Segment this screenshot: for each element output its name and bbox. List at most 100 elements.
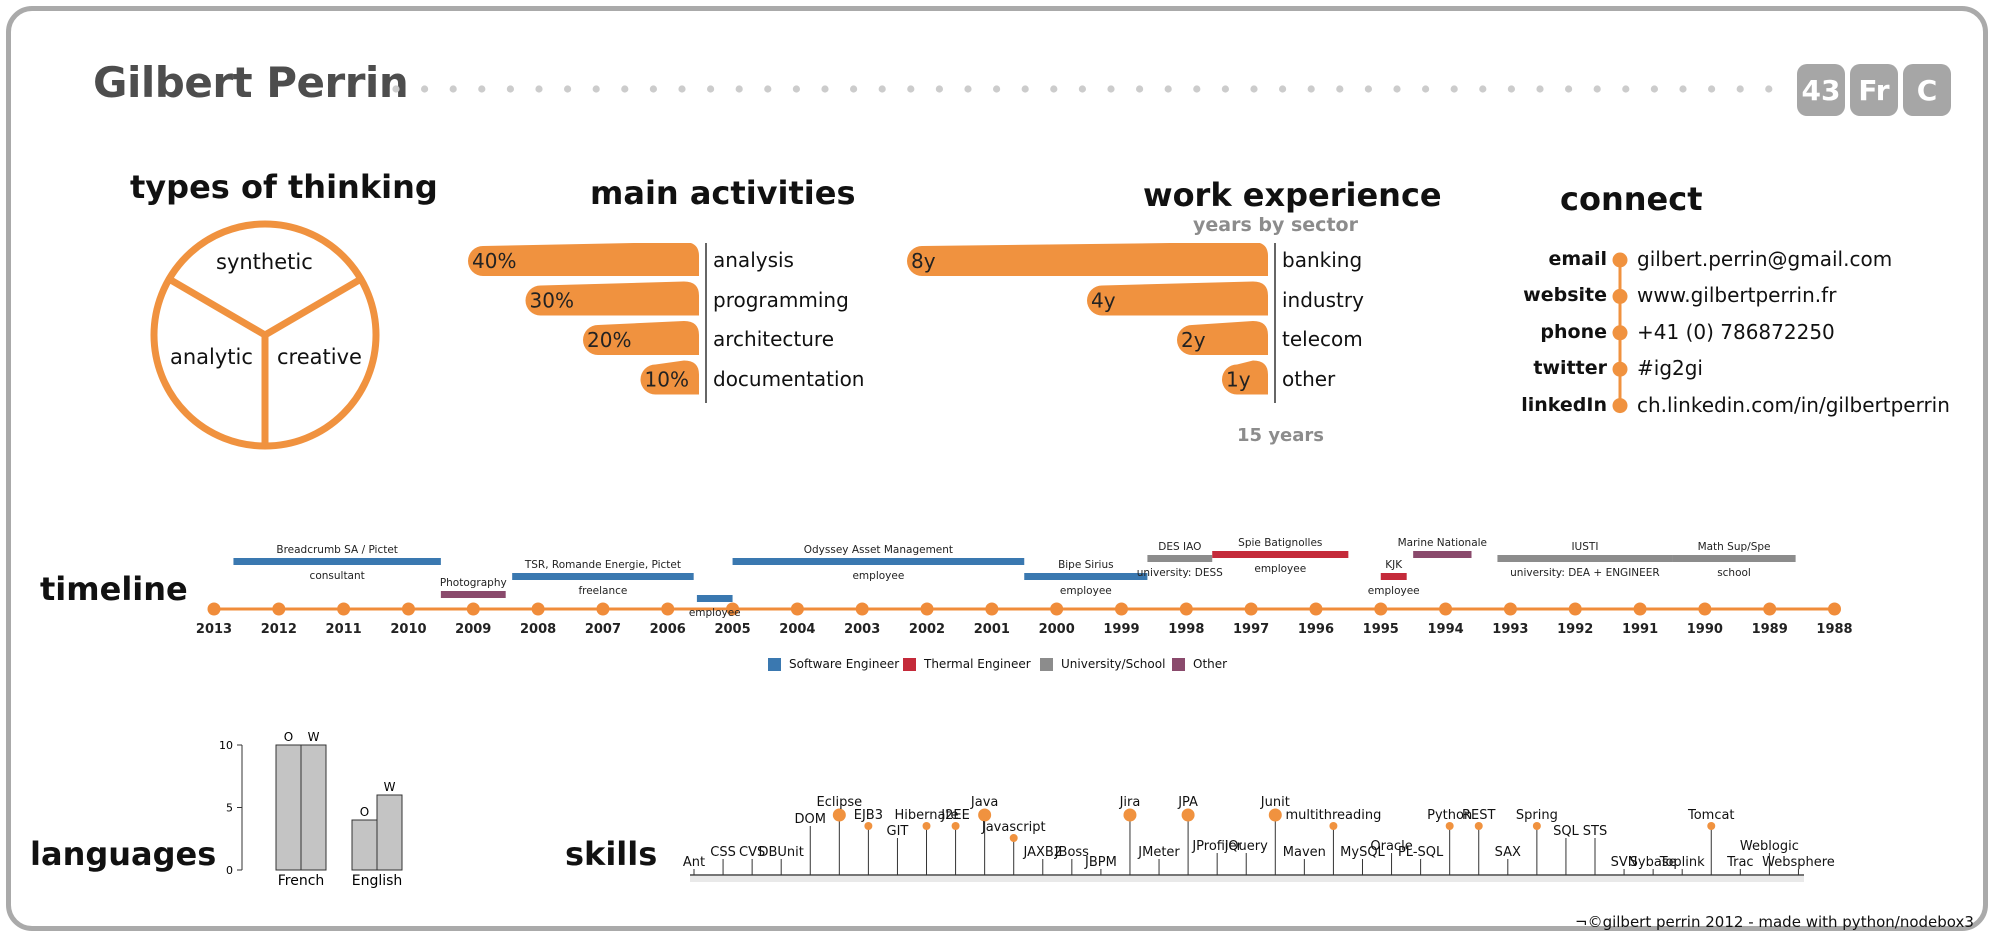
timeline-year-dot-1990 (1698, 602, 1712, 616)
timeline-year-dot-1989 (1763, 602, 1777, 616)
svg-text:Breadcrumb SA / Pictet: Breadcrumb SA / Pictet (276, 544, 398, 556)
skill-Tomcat: Tomcat (1687, 808, 1735, 875)
svg-text:Math Sup/Spe: Math Sup/Spe (1698, 541, 1771, 553)
legend-label: Thermal Engineer (924, 657, 1031, 671)
connect-value-email[interactable]: gilbert.perrin@gmail.com (1637, 247, 1893, 271)
lang-tick-10: 10 (219, 739, 233, 752)
svg-text:freelance: freelance (578, 585, 627, 597)
timeline-year-dot-2012 (272, 602, 286, 616)
svg-text:employee: employee (1254, 563, 1306, 575)
sector-value-industry: 4y (1091, 289, 1116, 313)
svg-text:STS: STS (1583, 824, 1607, 839)
person-name: Gilbert Perrin (93, 58, 409, 107)
timeline-entry-TSR, Romande Energie, Pictet: TSR, Romande Energie, Pictet freelance (512, 559, 694, 597)
skill-Jira: Jira (1119, 795, 1140, 875)
legend-swatch (1172, 657, 1185, 671)
skill-Weblogic: Weblogic (1740, 839, 1799, 875)
timeline-year-2005: 2005 (714, 622, 750, 637)
svg-text:CVS: CVS (739, 845, 765, 860)
svg-text:EJB3: EJB3 (854, 808, 883, 823)
svg-text:Junit: Junit (1260, 795, 1290, 810)
legend-label: Other (1193, 657, 1228, 671)
svg-text:Spie Batignolles: Spie Batignolles (1238, 537, 1322, 549)
svg-text:KJK: KJK (1385, 559, 1403, 571)
legend-item-Other: Other (1172, 657, 1227, 671)
timeline-year-dot-1994 (1439, 602, 1453, 616)
activity-bars: 40% 30% 20% 10% (468, 243, 707, 403)
legend-item-University/School: University/School (1040, 657, 1165, 671)
timeline-year-1995: 1995 (1363, 622, 1399, 637)
skill-SQL: SQL (1553, 824, 1580, 875)
types-of-thinking-title: types of thinking (130, 168, 438, 206)
connect-value-phone[interactable]: +41 (0) 786872250 (1637, 319, 1835, 344)
legend-item-Thermal Engineer: Thermal Engineer (903, 657, 1031, 671)
sector-bar-banking: 8y (907, 243, 1268, 276)
timeline-year-dot-2009 (466, 602, 480, 616)
activity-value-programming: 30% (530, 289, 574, 313)
connect-value-website[interactable]: www.gilbertperrin.fr (1637, 283, 1837, 308)
age-badge: 43 (1797, 64, 1845, 116)
timeline-year-dot-1997 (1244, 602, 1258, 616)
timeline-entry-Breadcrumb SA / Pictet: Breadcrumb SA / Pictet consultant (233, 544, 441, 582)
skill-J2EE: J2EE (940, 808, 970, 875)
skill-Eclipse: Eclipse (817, 795, 863, 875)
skill-JPA: JPA (1177, 795, 1198, 875)
svg-text:JBoss: JBoss (1054, 845, 1089, 860)
timeline-year-dot-1999 (1114, 602, 1128, 616)
svg-text:employee: employee (1368, 585, 1420, 597)
timeline-year-dot-2005 (726, 602, 740, 616)
skills-baseline-shadow (690, 874, 1804, 882)
skill-SAX: SAX (1495, 845, 1521, 875)
svg-text:REST: REST (1462, 808, 1495, 823)
svg-text:Eclipse: Eclipse (817, 795, 863, 810)
skill-JAXB2: JAXB2 (1022, 845, 1062, 875)
connect-value-linkedIn[interactable]: ch.linkedin.com/in/gilbertperrin (1637, 392, 1950, 417)
timeline-year-2009: 2009 (455, 622, 491, 637)
skill-Maven: Maven (1283, 845, 1326, 875)
svg-text:JAXB2: JAXB2 (1022, 845, 1062, 860)
svg-text:university: DESS: university: DESS (1137, 567, 1223, 579)
sector-label-banking: banking (1282, 248, 1363, 272)
sector-bars: 8y 4y 2y 1y (907, 243, 1276, 403)
activity-bar-programming: 30% (525, 281, 699, 316)
timeline-year-dot-2011 (337, 602, 351, 616)
skill-REST: REST (1462, 808, 1496, 875)
timeline-entry-Spie Batignolles: Spie Batignolles employee (1212, 537, 1349, 575)
activity-label-analysis: analysis (713, 248, 794, 272)
sector-label-telecom: telecom (1282, 327, 1363, 351)
skill-Oracle: Oracle (1370, 839, 1413, 875)
lang-bar-French-O (275, 744, 302, 871)
svg-text:Javascript: Javascript (981, 820, 1046, 835)
timeline-year-2007: 2007 (585, 622, 621, 637)
activity-value-architecture: 20% (587, 328, 631, 352)
svg-text:consultant: consultant (310, 570, 365, 582)
lang-name-English: English (352, 873, 403, 889)
svg-text:IUSTI: IUSTI (1571, 541, 1598, 553)
skill-Sybase: Sybase (1630, 855, 1677, 875)
connect-label-linkedIn: linkedIn (1521, 393, 1607, 416)
timeline-year-1998: 1998 (1168, 622, 1204, 637)
svg-text:CSS: CSS (710, 845, 736, 860)
connect-label-email: email (1548, 248, 1607, 270)
svg-text:Websphere: Websphere (1762, 855, 1835, 870)
svg-text:Python: Python (1427, 808, 1472, 823)
skill-Spring: Spring (1516, 808, 1558, 875)
svg-text:Spring: Spring (1516, 808, 1558, 823)
skill-Javascript: Javascript (981, 820, 1046, 875)
connect-dot-linkedIn (1612, 398, 1628, 414)
svg-text:employee: employee (689, 607, 741, 619)
legend-swatch (1040, 657, 1053, 671)
svg-text:MySQL: MySQL (1340, 845, 1385, 860)
svg-text:jQuery: jQuery (1224, 839, 1268, 854)
timeline-title: timeline (40, 570, 188, 608)
svg-text:J2EE: J2EE (940, 808, 970, 823)
connect-value-twitter[interactable]: #ig2gi (1637, 356, 1703, 381)
timeline-year-dot-2006 (661, 602, 675, 616)
svg-text:Marine Nationale: Marine Nationale (1398, 537, 1487, 549)
timeline-year-1990: 1990 (1687, 622, 1723, 637)
timeline-entry-KJK: KJK employee (1368, 559, 1420, 597)
timeline-year-dot-2000 (1050, 602, 1064, 616)
timeline-year-dot-2004 (790, 602, 804, 616)
skill-DBUnit: DBUnit (758, 845, 804, 875)
